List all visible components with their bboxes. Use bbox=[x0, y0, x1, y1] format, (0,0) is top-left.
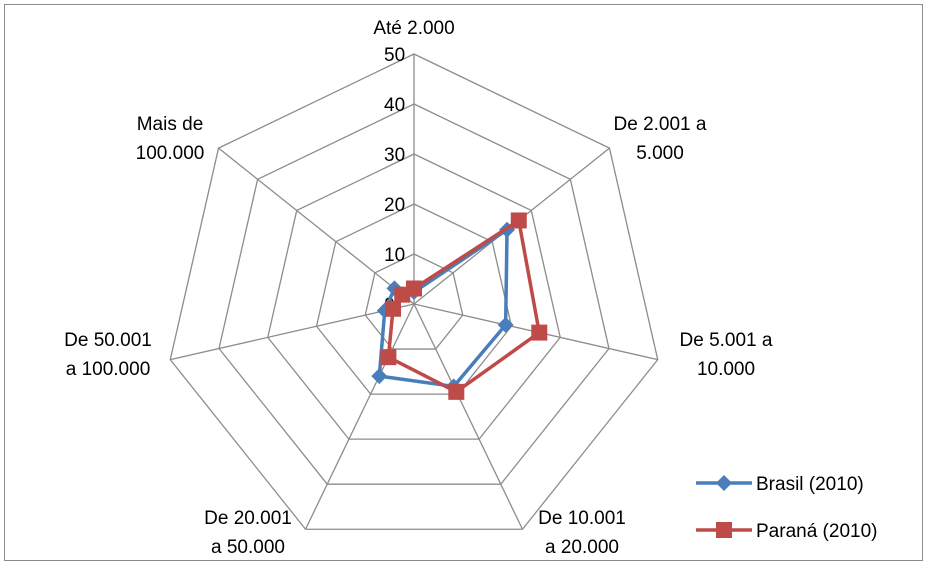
tick-label: 30 bbox=[384, 145, 405, 166]
data-point bbox=[448, 383, 465, 400]
legend-label: Brasil (2010) bbox=[756, 474, 864, 495]
data-point bbox=[385, 300, 402, 317]
category-label: De 5.001 a bbox=[680, 330, 773, 351]
category-label: Mais de bbox=[137, 114, 204, 135]
legend-entry: Paraná (2010) bbox=[696, 521, 877, 542]
tick-label: 20 bbox=[384, 195, 405, 216]
grid-ring bbox=[267, 153, 561, 440]
grid bbox=[168, 50, 660, 560]
grid-ring bbox=[169, 53, 659, 530]
category-label: a 100.000 bbox=[66, 359, 151, 380]
tick-label: 10 bbox=[384, 245, 405, 266]
grid-ring bbox=[364, 253, 464, 350]
series-square bbox=[380, 212, 548, 400]
data-point bbox=[716, 522, 732, 538]
grid-spoke bbox=[170, 303, 415, 361]
grid-spoke bbox=[218, 147, 415, 305]
data-point bbox=[497, 316, 514, 333]
legend-label: Paraná (2010) bbox=[756, 521, 877, 542]
series-layer bbox=[371, 212, 548, 400]
legend: Brasil (2010) Paraná (2010) bbox=[696, 474, 877, 542]
data-point bbox=[380, 349, 397, 366]
category-label: 5.000 bbox=[636, 143, 684, 164]
category-label: 100.000 bbox=[136, 143, 205, 164]
category-labels: Até 2.000 De 2.001 a 5.000 De 5.001 a 10.000… bbox=[64, 18, 773, 558]
grid-spoke bbox=[304, 303, 415, 530]
data-point bbox=[510, 212, 527, 229]
category-label: a 20.000 bbox=[545, 537, 619, 558]
category-label: 10.000 bbox=[697, 359, 755, 380]
radial-tick-labels: 01020304050 bbox=[384, 45, 405, 316]
tick-label: 50 bbox=[384, 45, 405, 66]
data-point bbox=[371, 368, 388, 385]
grid-spoke bbox=[413, 303, 524, 530]
category-label: a 50.000 bbox=[211, 537, 285, 558]
data-point bbox=[716, 475, 732, 491]
grid-ring bbox=[315, 203, 513, 395]
grid-ring bbox=[218, 103, 610, 485]
category-label: De 10.001 bbox=[538, 508, 626, 529]
tick-label: 40 bbox=[384, 95, 405, 116]
data-point bbox=[394, 286, 411, 303]
category-label: Até 2.000 bbox=[373, 18, 454, 39]
legend-entry: Brasil (2010) bbox=[696, 474, 864, 495]
category-label: De 2.001 a bbox=[614, 114, 707, 135]
category-label: De 20.001 bbox=[204, 508, 292, 529]
category-label: De 50.001 bbox=[64, 330, 152, 351]
data-point bbox=[531, 324, 548, 341]
